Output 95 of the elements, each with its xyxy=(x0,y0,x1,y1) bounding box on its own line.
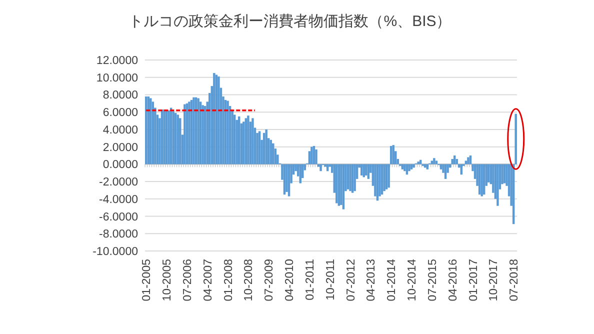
bar xyxy=(150,98,152,164)
x-tick-label: 01-2011 xyxy=(304,259,316,300)
x-tick-label: 10-2008 xyxy=(243,259,256,302)
bar xyxy=(265,129,268,164)
bar xyxy=(378,164,381,196)
x-tick-label: 07-2015 xyxy=(426,259,439,302)
bar xyxy=(367,164,370,179)
bar xyxy=(179,118,182,164)
bar xyxy=(349,164,352,192)
bar xyxy=(315,149,318,164)
bar xyxy=(430,160,434,164)
bar xyxy=(467,157,470,164)
bar xyxy=(310,146,313,164)
bar xyxy=(342,164,345,210)
bar xyxy=(406,164,408,175)
bar xyxy=(496,164,499,206)
y-tick-label: 8.0000 xyxy=(102,90,138,102)
bar xyxy=(202,105,204,164)
bar xyxy=(184,104,186,164)
y-tick-label: 12.0000 xyxy=(96,55,138,67)
x-tick-label: 04-2010 xyxy=(284,259,296,302)
bar xyxy=(354,164,356,192)
bar xyxy=(231,109,234,164)
bar xyxy=(374,164,376,196)
bar xyxy=(478,164,481,195)
bar xyxy=(408,164,410,172)
x-tick-label: 01-2005 xyxy=(141,259,154,302)
x-tick-label: 04-2016 xyxy=(447,259,460,302)
bar xyxy=(488,164,490,182)
bar xyxy=(320,164,322,172)
x-tick-label: 07-2012 xyxy=(345,259,358,302)
y-tick-label: -10.0000 xyxy=(92,246,138,258)
x-tick-label: 10-2017 xyxy=(488,259,500,302)
bar xyxy=(174,112,177,164)
bar xyxy=(188,102,190,164)
bar xyxy=(338,164,340,206)
bar xyxy=(192,97,195,164)
bar xyxy=(383,164,386,192)
x-tick-label: 01-2014 xyxy=(386,258,398,302)
bar xyxy=(247,116,250,164)
bar xyxy=(360,164,363,176)
bar xyxy=(326,164,329,172)
bar xyxy=(365,164,368,176)
bar xyxy=(299,164,302,184)
y-tick-label: -4.0000 xyxy=(98,194,138,206)
bar xyxy=(176,114,179,164)
x-tick-label: 07-2018 xyxy=(508,259,521,302)
y-tick-label: -8.0000 xyxy=(98,228,138,241)
bar xyxy=(226,100,229,164)
bar xyxy=(288,164,290,196)
bar xyxy=(213,73,216,164)
bar xyxy=(283,164,286,195)
x-tick-label: 01-2017 xyxy=(468,259,480,302)
y-tick-label: 4.0000 xyxy=(102,124,138,136)
bar xyxy=(336,164,338,204)
x-tick-label: 04-2007 xyxy=(202,259,214,302)
bar xyxy=(233,114,236,164)
bar xyxy=(218,76,220,164)
bar xyxy=(308,151,311,164)
bar xyxy=(503,164,506,184)
bar xyxy=(168,110,170,164)
bar xyxy=(435,160,438,164)
y-tick-label: 6.0000 xyxy=(102,107,138,120)
bar xyxy=(433,158,436,164)
y-tick-label: 0.0000 xyxy=(102,159,138,172)
bar xyxy=(417,162,420,164)
bar xyxy=(172,111,174,164)
bar xyxy=(258,131,261,164)
x-tick-label: 10-2014 xyxy=(406,258,419,302)
bar xyxy=(163,109,166,164)
bar xyxy=(444,164,447,179)
chart-title: トルコの政策金利ー消費者物価指数（%、BIS） xyxy=(128,13,452,30)
bar xyxy=(244,118,248,164)
bar xyxy=(480,164,483,196)
y-tick-label: -2.0000 xyxy=(98,176,138,189)
x-tick-label: 07-2006 xyxy=(182,259,194,302)
bar xyxy=(252,118,254,164)
y-tick-label: 2.0000 xyxy=(102,142,138,154)
bar xyxy=(460,164,463,175)
bar xyxy=(242,122,245,164)
x-tick-label: 10-2011 xyxy=(324,259,337,300)
x-tick-label: 07-2009 xyxy=(264,259,276,302)
x-tick-label: 10-2005 xyxy=(162,259,174,302)
bar xyxy=(464,160,468,164)
x-tick-label: 01-2008 xyxy=(222,259,235,302)
x-tick-label: 04-2013 xyxy=(366,259,378,302)
bar xyxy=(388,164,390,188)
y-tick-label: 10.0000 xyxy=(96,72,138,84)
bar xyxy=(451,158,454,164)
bar xyxy=(482,164,486,195)
y-tick-label: -6.0000 xyxy=(98,211,138,224)
bar xyxy=(362,164,365,178)
bar xyxy=(197,98,200,164)
bar xyxy=(392,145,394,164)
bar xyxy=(404,164,406,172)
